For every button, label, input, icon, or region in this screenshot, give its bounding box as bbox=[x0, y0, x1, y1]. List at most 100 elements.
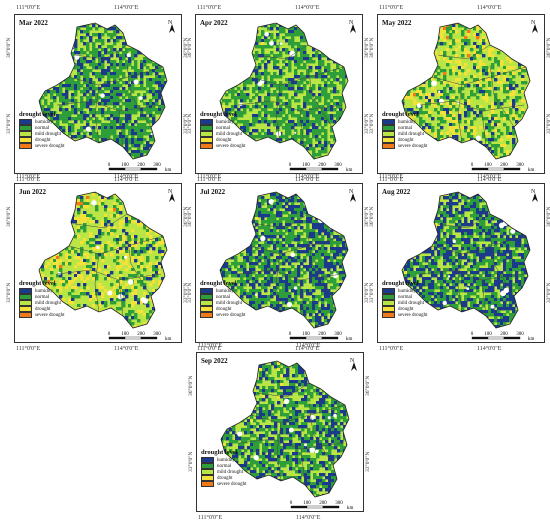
legend-label: normal bbox=[35, 126, 49, 131]
scale-tick-label: 0 bbox=[289, 332, 292, 337]
legend-item: severe drought bbox=[200, 143, 246, 149]
north-arrow-icon: N bbox=[348, 18, 358, 34]
legend-swatch bbox=[382, 312, 395, 319]
legend-label: mild drought bbox=[216, 132, 242, 137]
latitude-label-bottom-right: 33°0'0"N bbox=[546, 283, 550, 303]
legend-label: normal bbox=[398, 126, 412, 131]
latitude-label-top: 36°0'0"N bbox=[369, 38, 375, 58]
latitude-label-bottom-right: 33°0'0"N bbox=[546, 114, 550, 134]
latitude-label-top: 36°0'0"N bbox=[187, 207, 193, 227]
drought-raster bbox=[196, 184, 363, 343]
latitude-label-top: 36°0'0"N bbox=[187, 38, 193, 58]
longitude-label-top-right: 114°0'0"E bbox=[477, 174, 501, 180]
scale-tick-label: 200 bbox=[318, 332, 326, 337]
longitude-label-bottom-left: 111°0'0"E bbox=[198, 515, 222, 521]
latitude-label-top: 36°0'0"N bbox=[188, 376, 194, 396]
scale-tick-label: 200 bbox=[137, 163, 145, 168]
scale-unit: km bbox=[346, 168, 353, 173]
map-panel-aug-2022: 111°0'0"E 114°0'0"E Aug 2022 N drought l… bbox=[377, 183, 545, 343]
latitude-label-top: 36°0'0"N bbox=[6, 207, 12, 227]
legend-label: humidity bbox=[216, 120, 234, 125]
legend-label: humidity bbox=[35, 289, 53, 294]
latitude-label-bottom: 33°0'0"N bbox=[6, 114, 12, 134]
longitude-label-top-right: 114°0'0"E bbox=[296, 343, 320, 349]
legend-item: severe drought bbox=[382, 143, 428, 149]
latitude-label-top: 36°0'0"N bbox=[369, 207, 375, 227]
legend-label: severe drought bbox=[35, 313, 65, 318]
longitude-label-top-right: 114°0'0"E bbox=[295, 174, 319, 180]
drought-raster bbox=[197, 353, 364, 512]
legend-label: severe drought bbox=[216, 144, 246, 149]
scale-tick-label: 100 bbox=[484, 332, 492, 337]
latitude-label-bottom: 33°0'0"N bbox=[187, 283, 193, 303]
legend-label: severe drought bbox=[216, 313, 246, 318]
panel-title: Aug 2022 bbox=[382, 188, 410, 196]
legend-label: mild drought bbox=[398, 132, 424, 137]
latitude-label-bottom: 33°0'0"N bbox=[188, 452, 194, 472]
panel-title: Apr 2022 bbox=[200, 19, 228, 27]
legend-item: severe drought bbox=[382, 312, 428, 318]
scale-tick-label: 200 bbox=[500, 332, 508, 337]
longitude-label-top-left: 111°0'0"E bbox=[379, 5, 403, 11]
legend-label: normal bbox=[35, 295, 49, 300]
panel-title: Jul 2022 bbox=[200, 188, 225, 196]
latitude-label-bottom: 33°0'0"N bbox=[6, 283, 12, 303]
drought-raster bbox=[378, 15, 545, 174]
scale-tick-label: 200 bbox=[137, 332, 145, 337]
drought-map bbox=[196, 184, 363, 343]
legend-label: normal bbox=[216, 295, 230, 300]
longitude-label-top-left: 111°0'0"E bbox=[16, 5, 40, 11]
scale-unit: km bbox=[347, 506, 354, 511]
drought-map bbox=[197, 353, 364, 512]
legend-label: drought bbox=[35, 307, 51, 312]
north-arrow-icon: N bbox=[167, 187, 177, 203]
drought-map bbox=[196, 15, 363, 174]
longitude-label-bottom-right: 114°0'0"E bbox=[296, 515, 320, 521]
map-panel-mar-2022: 111°0'0"E 114°0'0"E Mar 2022 N drought l… bbox=[14, 14, 182, 174]
legend-label: drought bbox=[398, 138, 414, 143]
scale-unit: km bbox=[528, 337, 535, 342]
longitude-label-top-right: 114°0'0"E bbox=[295, 5, 319, 11]
legend-label: humidity bbox=[217, 458, 235, 463]
latitude-label-top: 36°0'0"N bbox=[6, 38, 12, 58]
scale-tick-label: 0 bbox=[108, 163, 111, 168]
scale-tick-label: 100 bbox=[484, 163, 492, 168]
drought-map bbox=[378, 15, 545, 174]
legend-label: severe drought bbox=[398, 144, 428, 149]
legend-label: drought bbox=[398, 307, 414, 312]
legend-label: mild drought bbox=[35, 132, 61, 137]
legend-label: drought bbox=[216, 138, 232, 143]
latitude-label-top-right: 36°0'0"N bbox=[365, 376, 371, 396]
scale-tick-label: 300 bbox=[516, 163, 524, 168]
panel-title: Jun 2022 bbox=[19, 188, 46, 196]
legend-label: humidity bbox=[35, 120, 53, 125]
panel-title: May 2022 bbox=[382, 19, 411, 27]
drought-map bbox=[15, 15, 182, 174]
legend-title: drought level bbox=[382, 280, 428, 287]
legend-swatch bbox=[19, 143, 32, 150]
scale-tick-label: 100 bbox=[121, 332, 129, 337]
longitude-label-top-left: 111°0'0"E bbox=[379, 174, 403, 180]
latitude-label-top-right: 36°0'0"N bbox=[546, 207, 550, 227]
north-arrow-icon: N bbox=[167, 18, 177, 34]
scale-unit: km bbox=[528, 168, 535, 173]
legend-label: mild drought bbox=[398, 301, 424, 306]
legend-swatch bbox=[19, 312, 32, 319]
scale-tick-label: 300 bbox=[153, 332, 161, 337]
panel-title: Mar 2022 bbox=[19, 19, 48, 27]
legend-label: drought bbox=[216, 307, 232, 312]
longitude-label-bottom-left: 111°0'0"E bbox=[379, 346, 403, 352]
longitude-label-top-left: 111°0'0"E bbox=[198, 343, 222, 349]
longitude-label-top-left: 111°0'0"E bbox=[197, 174, 221, 180]
legend-title: drought level bbox=[200, 280, 246, 287]
